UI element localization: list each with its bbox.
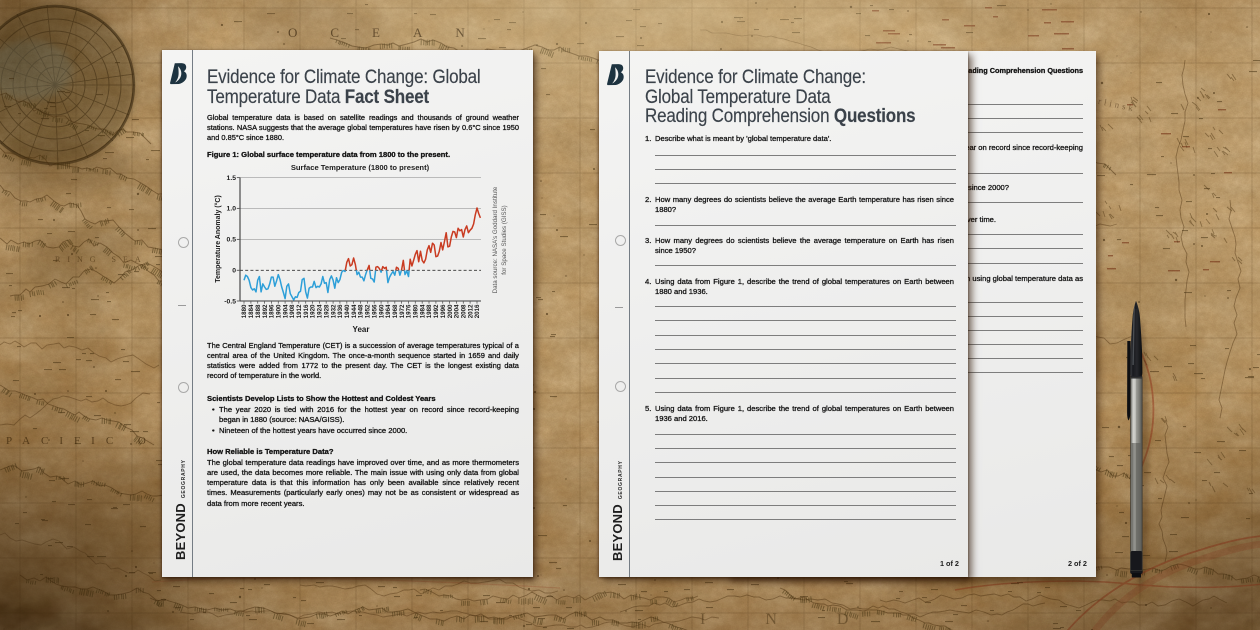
svg-text:1916: 1916 bbox=[303, 304, 310, 318]
svg-text:1896: 1896 bbox=[269, 304, 276, 318]
svg-text:Temperature Anomaly (°C): Temperature Anomaly (°C) bbox=[214, 195, 222, 283]
svg-text:1956: 1956 bbox=[371, 304, 378, 318]
svg-text:1920: 1920 bbox=[310, 304, 317, 318]
svg-text:1884: 1884 bbox=[248, 304, 255, 318]
svg-text:1960: 1960 bbox=[378, 304, 385, 318]
svg-text:1964: 1964 bbox=[385, 304, 392, 318]
svg-text:1992: 1992 bbox=[433, 304, 440, 318]
svg-text:Surface Temperature (1800 to p: Surface Temperature (1800 to present) bbox=[291, 163, 430, 172]
svg-text:1924: 1924 bbox=[317, 304, 324, 318]
svg-text:1968: 1968 bbox=[392, 304, 399, 318]
svg-text:0.5: 0.5 bbox=[227, 237, 237, 244]
svg-text:Year: Year bbox=[353, 325, 370, 334]
svg-text:1908: 1908 bbox=[289, 304, 296, 318]
svg-text:1940: 1940 bbox=[344, 304, 351, 318]
svg-text:1880: 1880 bbox=[241, 304, 248, 318]
svg-text:-0.5: -0.5 bbox=[224, 298, 236, 305]
svg-text:1928: 1928 bbox=[323, 304, 330, 318]
svg-text:1.5: 1.5 bbox=[227, 175, 237, 182]
svg-text:2012: 2012 bbox=[467, 304, 474, 318]
svg-text:1932: 1932 bbox=[330, 304, 337, 318]
svg-text:2008: 2008 bbox=[460, 304, 467, 318]
svg-text:1972: 1972 bbox=[399, 304, 406, 318]
svg-text:1948: 1948 bbox=[358, 304, 365, 318]
svg-text:1888: 1888 bbox=[255, 304, 262, 318]
svg-text:1996: 1996 bbox=[440, 304, 447, 318]
svg-text:1976: 1976 bbox=[406, 304, 413, 318]
svg-text:1952: 1952 bbox=[365, 304, 372, 318]
svg-text:1944: 1944 bbox=[351, 304, 358, 318]
svg-text:2004: 2004 bbox=[454, 304, 461, 318]
svg-text:1892: 1892 bbox=[262, 304, 269, 318]
svg-text:2000: 2000 bbox=[447, 304, 454, 318]
svg-text:1936: 1936 bbox=[337, 304, 344, 318]
svg-text:1.0: 1.0 bbox=[227, 206, 237, 213]
svg-text:1988: 1988 bbox=[426, 304, 433, 318]
svg-text:1912: 1912 bbox=[296, 304, 303, 318]
svg-text:1900: 1900 bbox=[275, 304, 282, 318]
svg-text:1904: 1904 bbox=[282, 304, 289, 318]
svg-text:1980: 1980 bbox=[413, 304, 420, 318]
svg-text:2016: 2016 bbox=[474, 304, 481, 318]
svg-text:1984: 1984 bbox=[419, 304, 426, 318]
svg-text:0: 0 bbox=[232, 268, 236, 275]
svg-text:for Space Studies (GISS): for Space Studies (GISS) bbox=[501, 205, 508, 274]
svg-text:Data source: NASA’s Goddard In: Data source: NASA’s Goddard Institute bbox=[492, 186, 499, 293]
